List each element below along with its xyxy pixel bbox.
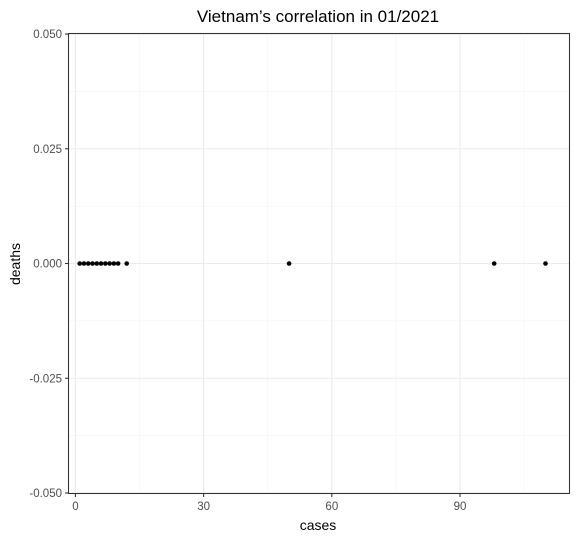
data-point [94,261,100,266]
y-tick-label: 0.000 [33,259,62,271]
data-point [491,261,497,266]
data-point [81,261,87,266]
x-axis-title: cases [300,517,337,533]
y-tick-label: 0.050 [33,29,62,41]
data-point [286,261,292,266]
data-point [85,261,91,266]
data-points [77,261,548,266]
axes: 0 30 60 90 0.050 0.025 0.000 -0.025 -0.050 [29,29,466,513]
data-point [90,261,95,266]
x-tick-label: 60 [325,501,338,513]
data-point [111,261,117,266]
data-point [77,261,82,266]
y-tick-label: 0.025 [33,144,62,156]
x-tick-label: 30 [197,501,210,513]
data-point [543,261,548,266]
y-axis-title: deaths [7,243,23,285]
x-tick-label: 90 [454,501,467,513]
data-point [98,261,104,266]
y-tick-label: -0.050 [29,488,62,500]
data-point [115,261,121,266]
data-point [124,261,129,266]
x-tick-label: 0 [72,501,78,513]
data-point [107,261,112,266]
chart-title: Vietnam’s correlation in 01/2021 [197,7,439,26]
data-point [103,261,108,266]
y-tick-label: -0.025 [29,373,62,385]
